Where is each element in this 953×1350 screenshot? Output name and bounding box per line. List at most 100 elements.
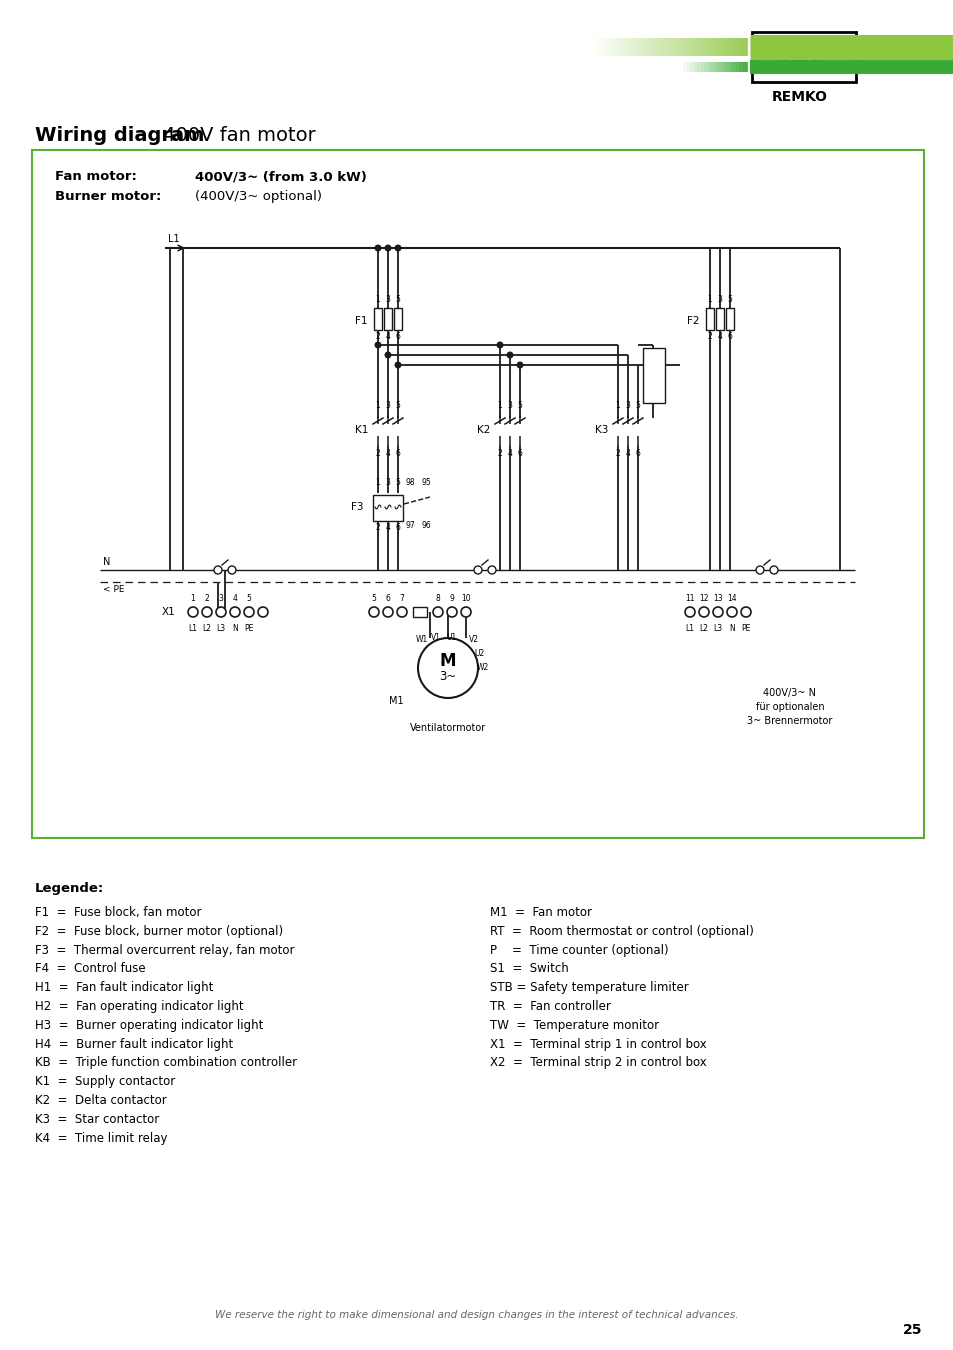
- Text: 95: 95: [421, 478, 432, 487]
- Bar: [609, 38, 614, 55]
- Bar: [716, 308, 723, 329]
- Bar: [673, 38, 678, 55]
- Text: Fan motor:: Fan motor:: [55, 170, 136, 184]
- Text: 2: 2: [497, 450, 502, 458]
- Text: < PE: < PE: [103, 585, 125, 594]
- Text: 5: 5: [517, 401, 522, 410]
- Circle shape: [488, 566, 496, 574]
- Bar: [605, 38, 609, 55]
- Bar: [729, 38, 733, 55]
- Text: U2: U2: [475, 649, 485, 659]
- Text: 400V/3~ N: 400V/3~ N: [762, 688, 816, 698]
- Circle shape: [395, 362, 400, 367]
- Bar: [714, 62, 718, 72]
- Text: 3: 3: [385, 401, 390, 410]
- Text: 2: 2: [204, 594, 209, 603]
- Text: V2: V2: [469, 636, 478, 644]
- Text: 9: 9: [449, 594, 454, 603]
- Text: F3  =  Thermal overcurrent relay, fan motor: F3 = Thermal overcurrent relay, fan moto…: [35, 944, 294, 957]
- Text: 5: 5: [395, 478, 400, 487]
- Bar: [728, 62, 732, 72]
- Text: 6: 6: [727, 332, 732, 342]
- Text: K2: K2: [476, 425, 490, 435]
- Text: L2: L2: [699, 624, 708, 633]
- Text: P    =  Time counter (optional): P = Time counter (optional): [490, 944, 668, 957]
- Circle shape: [497, 342, 502, 348]
- Text: N: N: [103, 558, 111, 567]
- Circle shape: [375, 246, 380, 251]
- Text: 400V fan motor: 400V fan motor: [157, 126, 315, 144]
- Bar: [693, 62, 697, 72]
- Text: X2  =  Terminal strip 2 in control box: X2 = Terminal strip 2 in control box: [490, 1057, 706, 1069]
- Text: X1: X1: [161, 608, 174, 617]
- Circle shape: [213, 566, 222, 574]
- Bar: [589, 38, 594, 55]
- Text: 5: 5: [371, 594, 376, 603]
- Bar: [686, 62, 690, 72]
- Text: 98: 98: [406, 478, 416, 487]
- Bar: [725, 308, 733, 329]
- Text: 1: 1: [375, 401, 380, 410]
- Circle shape: [460, 608, 471, 617]
- Bar: [703, 62, 707, 72]
- Text: 4: 4: [385, 522, 390, 532]
- Text: RT  =  Room thermostat or control (optional): RT = Room thermostat or control (optiona…: [490, 925, 753, 938]
- Circle shape: [712, 608, 722, 617]
- Text: 3: 3: [717, 296, 721, 304]
- Circle shape: [396, 608, 407, 617]
- Text: KB  =  Triple function combination controller: KB = Triple function combination control…: [35, 1057, 296, 1069]
- Text: PE: PE: [740, 624, 750, 633]
- Text: 2: 2: [375, 522, 380, 532]
- Circle shape: [244, 608, 253, 617]
- Bar: [745, 62, 749, 72]
- Text: We reserve the right to make dimensional and design changes in the interest of t: We reserve the right to make dimensional…: [215, 1310, 738, 1320]
- Circle shape: [699, 608, 708, 617]
- Text: Burner motor:: Burner motor:: [55, 190, 161, 202]
- Text: K4  =  Time limit relay: K4 = Time limit relay: [35, 1131, 168, 1145]
- Circle shape: [433, 608, 442, 617]
- Text: S1  =  Switch: S1 = Switch: [490, 963, 568, 976]
- Circle shape: [417, 639, 477, 698]
- Circle shape: [507, 352, 513, 358]
- Circle shape: [369, 608, 378, 617]
- Bar: [693, 38, 698, 55]
- Text: L1: L1: [685, 624, 694, 633]
- Text: 6: 6: [385, 594, 390, 603]
- Bar: [733, 38, 738, 55]
- Circle shape: [684, 608, 695, 617]
- Text: L2: L2: [202, 624, 212, 633]
- Bar: [634, 38, 638, 55]
- Text: 11: 11: [684, 594, 694, 603]
- Bar: [739, 62, 742, 72]
- Text: TR  =  Fan controller: TR = Fan controller: [490, 1000, 610, 1012]
- Text: Ventilatormotor: Ventilatormotor: [410, 724, 486, 733]
- Text: 10: 10: [460, 594, 471, 603]
- Text: Wiring diagram: Wiring diagram: [35, 126, 204, 144]
- Text: 3~ Brennermotor: 3~ Brennermotor: [746, 716, 832, 726]
- Text: H1  =  Fan fault indicator light: H1 = Fan fault indicator light: [35, 981, 213, 994]
- Text: K3  =  Star contactor: K3 = Star contactor: [35, 1112, 159, 1126]
- Bar: [725, 38, 729, 55]
- Text: 4: 4: [625, 450, 630, 458]
- Bar: [682, 62, 686, 72]
- Text: L1: L1: [168, 234, 179, 244]
- Text: W1: W1: [416, 636, 428, 644]
- Bar: [601, 38, 605, 55]
- Bar: [638, 38, 641, 55]
- Bar: [681, 38, 685, 55]
- Bar: [621, 38, 625, 55]
- Circle shape: [385, 246, 391, 251]
- Text: 8: 8: [436, 594, 440, 603]
- Text: K2  =  Delta contactor: K2 = Delta contactor: [35, 1094, 167, 1107]
- Text: X1  =  Terminal strip 1 in control box: X1 = Terminal strip 1 in control box: [490, 1038, 706, 1050]
- Text: L3: L3: [216, 624, 225, 633]
- Text: 5: 5: [395, 296, 400, 304]
- Text: 3: 3: [507, 401, 512, 410]
- Text: M1  =  Fan motor: M1 = Fan motor: [490, 906, 592, 919]
- Text: RR: RR: [778, 43, 821, 72]
- Bar: [690, 62, 693, 72]
- Text: 4: 4: [385, 332, 390, 342]
- Text: 4: 4: [507, 450, 512, 458]
- Circle shape: [375, 342, 380, 348]
- Circle shape: [230, 608, 240, 617]
